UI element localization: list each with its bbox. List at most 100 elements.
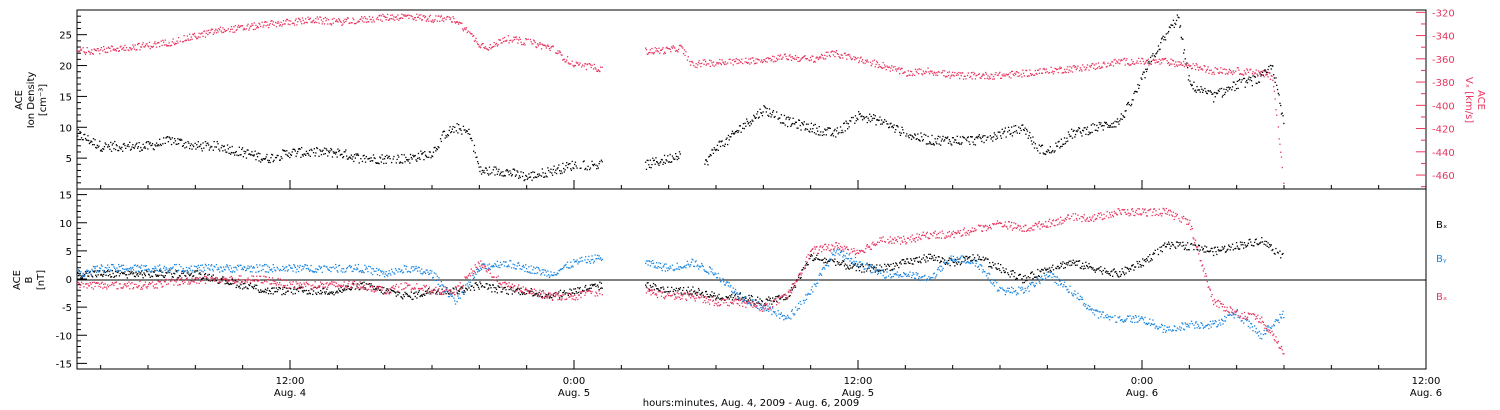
vx-point [493, 42, 495, 44]
density-point [294, 150, 296, 152]
density-point [982, 135, 984, 137]
b-bx-point [956, 263, 958, 265]
b-by-point [388, 270, 390, 272]
b-bx-point [303, 289, 305, 292]
b-by-point [501, 263, 503, 265]
vx-point [355, 22, 357, 24]
b-bx-point [1073, 262, 1075, 265]
vx-point [970, 72, 973, 74]
density-point [351, 158, 353, 160]
b-bx-point [1254, 239, 1257, 241]
density-point [1157, 45, 1160, 47]
density-point [239, 154, 241, 156]
density-point [877, 119, 879, 122]
b-bx-point [1030, 271, 1033, 274]
b-bx-point [78, 270, 80, 272]
vx-point [1169, 63, 1171, 65]
b-by-point [141, 270, 143, 272]
b-bx-point [577, 291, 580, 294]
b-by-point [712, 273, 715, 276]
b-bx-point [801, 269, 803, 271]
density-point [552, 168, 554, 171]
vx-point [1281, 166, 1283, 169]
density-point [813, 132, 816, 134]
vx-point [178, 37, 180, 39]
vx-point [176, 40, 178, 42]
vx-point [1228, 68, 1231, 70]
density-point [1210, 91, 1212, 93]
b-bx-point [698, 289, 700, 291]
density-point [893, 124, 895, 126]
vx-point [550, 47, 552, 49]
b-bx-point [487, 288, 489, 290]
density-point [950, 143, 952, 145]
b-by-point [387, 275, 389, 277]
vx-point [591, 64, 593, 66]
density-point [820, 131, 822, 133]
density-point [927, 135, 929, 138]
density-point [1039, 152, 1041, 154]
vx-point [410, 15, 412, 17]
b-bx-point [872, 267, 874, 269]
vx-point [1280, 151, 1282, 153]
b-by-point [301, 265, 304, 267]
b-bx-point [414, 295, 416, 298]
density-point [144, 147, 147, 149]
b-bx-point [469, 289, 472, 291]
b-bx-point [991, 267, 993, 269]
density-point [760, 112, 762, 114]
vx-point [682, 47, 684, 49]
density-point [869, 121, 872, 123]
b-bx-point [1140, 266, 1142, 268]
b-bx-point [510, 286, 513, 289]
b-by-point [353, 268, 356, 270]
vx-point [540, 48, 543, 50]
density-point [574, 163, 576, 166]
density-point [1172, 24, 1174, 26]
density-point [944, 136, 947, 139]
b-by-point [423, 271, 425, 273]
density-point [127, 144, 129, 146]
b-bx-point [934, 259, 936, 261]
density-point [921, 140, 924, 142]
density-point [509, 170, 511, 172]
density-point [580, 167, 582, 169]
vx-point [1074, 66, 1077, 68]
b-by-point [335, 266, 338, 268]
vx-point [1236, 67, 1238, 69]
density-point [316, 147, 318, 149]
density-point [87, 135, 89, 137]
density-point [138, 142, 140, 144]
density-point [1241, 79, 1243, 81]
density-point [383, 162, 385, 165]
density-point [209, 147, 211, 149]
density-point [864, 116, 866, 118]
b-by-point [540, 274, 542, 276]
density-point [1026, 130, 1029, 132]
vx-point [362, 17, 364, 19]
b-bx-point [570, 293, 572, 296]
vx-point [1067, 71, 1070, 74]
density-point [949, 140, 951, 143]
b-by-point [510, 260, 512, 262]
vx-point [540, 43, 542, 45]
density-point [99, 150, 102, 152]
b-bx-point [983, 259, 985, 262]
vx-point [932, 74, 935, 76]
vx-point [148, 46, 150, 48]
vx-point [122, 48, 124, 50]
b-by-point [662, 266, 664, 268]
vx-point [1112, 61, 1114, 63]
b-bx-point [1067, 264, 1069, 266]
density-point [327, 150, 330, 152]
vx-point [585, 68, 588, 71]
vx-point [429, 14, 431, 16]
vx-point [364, 17, 367, 20]
b-by-point [265, 264, 267, 266]
vx-point [435, 15, 437, 17]
vx-point [193, 32, 196, 35]
density-point [1227, 90, 1229, 92]
b-bx-point [936, 259, 939, 262]
density-point [293, 148, 295, 150]
density-point [1043, 153, 1045, 155]
